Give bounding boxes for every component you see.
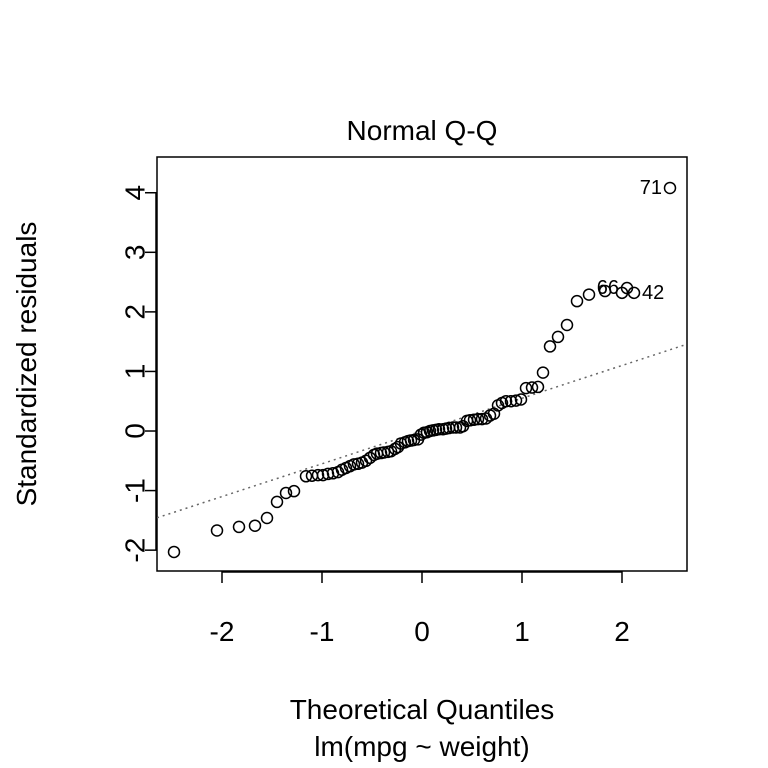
data-point [615, 286, 629, 300]
y-tick-label: 0 [120, 423, 151, 439]
y-tick-label: 4 [120, 185, 151, 201]
data-point [377, 446, 391, 459]
data-point [467, 413, 481, 426]
data-point [582, 288, 596, 301]
data-point [232, 520, 246, 534]
data-point [509, 394, 523, 407]
data-point [560, 318, 574, 332]
point-labels: 71 42 66 [597, 177, 665, 304]
data-point [536, 366, 550, 379]
data-point [248, 519, 262, 532]
data-point [570, 294, 584, 308]
x-tick-label: 1 [514, 616, 530, 647]
data-point [663, 181, 677, 195]
data-point [446, 421, 460, 434]
y-axis-label: Standardized residuals [11, 222, 42, 507]
x-axis: -2 -1 0 1 2 [210, 571, 630, 647]
data-point [627, 286, 641, 300]
data-point [432, 422, 446, 436]
x-tick-label: 2 [614, 616, 630, 647]
data-point [531, 380, 545, 394]
point-label: 42 [642, 282, 664, 304]
data-point [279, 486, 293, 500]
chart-subtitle: lm(mpg ~ weight) [314, 731, 530, 762]
y-tick-label: -1 [120, 478, 151, 503]
data-point [363, 451, 377, 465]
data-point [475, 412, 489, 426]
point-label: 66 [597, 277, 619, 299]
data-point [210, 524, 224, 537]
data-point [471, 412, 485, 426]
data-point [287, 484, 301, 498]
data-point [463, 414, 477, 427]
data-point [543, 340, 557, 353]
chart-title: Normal Q-Q [347, 115, 498, 146]
data-point [551, 330, 565, 344]
y-tick-label: 2 [120, 304, 151, 320]
data-point [167, 545, 181, 559]
point-label: 71 [640, 177, 662, 199]
y-tick-label: 3 [120, 245, 151, 261]
data-point [519, 381, 533, 395]
data-point [299, 470, 313, 483]
x-tick-label: 0 [414, 616, 430, 647]
y-axis: -2 -1 0 1 2 3 4 [120, 185, 157, 563]
data-point [499, 394, 513, 408]
x-tick-label: -1 [310, 616, 335, 647]
data-point [598, 284, 612, 298]
data-point [347, 458, 361, 471]
y-tick-label: -2 [120, 538, 151, 563]
plot-frame [156, 156, 688, 572]
data-point [359, 454, 373, 468]
x-axis-label: Theoretical Quantiles [290, 694, 555, 725]
x-tick-label: -2 [210, 616, 235, 647]
data-point [260, 511, 274, 525]
data-point [270, 495, 284, 509]
data-points [167, 181, 677, 559]
data-point [514, 393, 528, 406]
data-point [449, 421, 463, 434]
data-point [525, 381, 539, 394]
y-tick-label: 1 [120, 364, 151, 380]
data-point [311, 468, 325, 482]
